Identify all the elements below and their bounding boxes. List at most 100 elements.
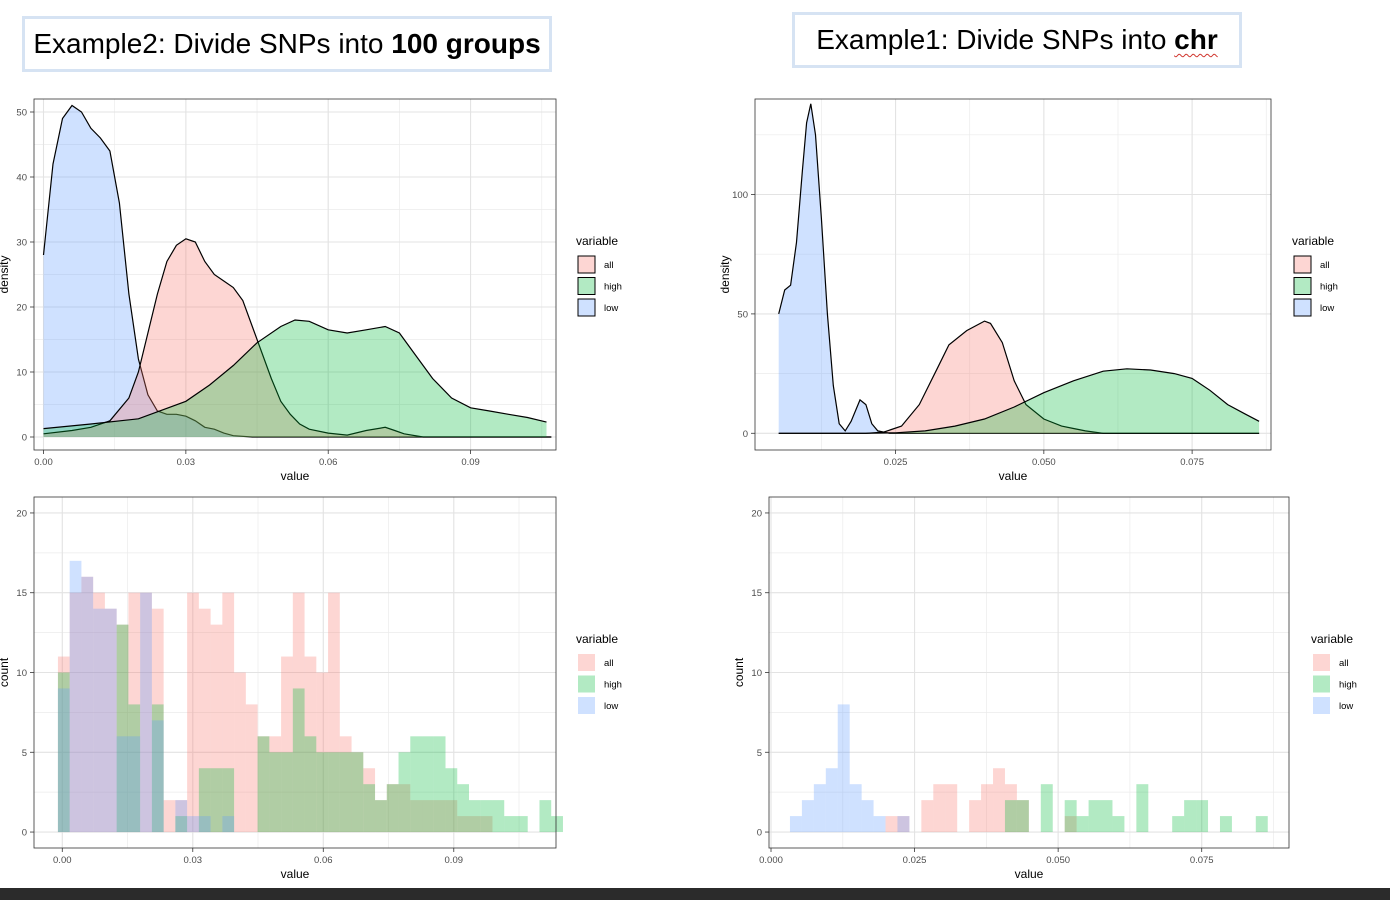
legend-key-low (1313, 697, 1330, 714)
x-tick-label: 0.075 (1180, 457, 1204, 468)
legend-label-all: all (604, 658, 614, 669)
histogram-bar-low (897, 816, 910, 833)
histogram-bar-high (504, 816, 516, 833)
histogram-bar-low (801, 800, 814, 833)
histogram-bar-all (969, 800, 982, 833)
legend-key-low (577, 298, 596, 317)
histogram-bar-high (422, 736, 434, 833)
histogram-bar-high (398, 752, 411, 833)
y-tick-label: 0 (757, 828, 762, 839)
title-example2-bold: 100 groups (391, 28, 541, 59)
title-example2-prefix: Example2: Divide SNPs into (33, 28, 384, 59)
histogram-bar-low (81, 576, 94, 833)
y-tick-label: 40 (16, 173, 27, 184)
legend-key-all (1293, 255, 1312, 274)
histogram-bar-high (281, 752, 293, 833)
density-area-low (43, 105, 552, 437)
histogram-bar-low (825, 768, 838, 833)
histogram-bar-all (410, 800, 423, 833)
histogram-bar-low (861, 800, 874, 833)
histogram-bar-all (292, 592, 305, 833)
histogram-bar-all (375, 800, 387, 833)
histogram-bar-all (386, 784, 399, 833)
legend-key-high (577, 277, 596, 295)
legend-key-bg (1312, 674, 1331, 694)
legend-label-high: high (1320, 282, 1338, 293)
x-tick-label: 0.050 (1032, 457, 1056, 468)
density-area-all (43, 238, 552, 437)
histogram-bar-all (981, 784, 994, 833)
histogram-bar-all (281, 656, 293, 833)
histogram-bar-low (837, 704, 850, 833)
bottom-taskbar-strip (0, 888, 1390, 900)
histogram-bar-all (198, 608, 211, 833)
density-line-low (42, 104, 552, 438)
legend-title: variable (1311, 632, 1353, 646)
x-tick-label: 0.03 (184, 855, 203, 866)
histogram-bar-all (81, 576, 94, 833)
legend-key-high (1293, 277, 1312, 295)
histogram-bar-all (140, 592, 152, 833)
legend-key-all (577, 255, 596, 274)
x-tick-label: 0.06 (319, 457, 338, 468)
histogram-bar-all (104, 608, 117, 833)
histogram-bar-high (551, 816, 563, 833)
y-tick-label: 15 (16, 588, 27, 599)
x-tick-label: 0.075 (1190, 855, 1214, 866)
density-line-low (778, 103, 1260, 434)
histogram-bar-high (1184, 800, 1197, 833)
histogram-bar-all (1016, 800, 1029, 833)
y-tick-label: 0 (22, 433, 27, 444)
histogram-bar-all (422, 800, 434, 833)
y-axis-title: count (732, 657, 746, 687)
histogram-bar-high (1136, 784, 1149, 833)
histogram-bar-high (198, 768, 211, 833)
histogram-bar-high (1088, 800, 1101, 833)
title-example1-bold: chr (1174, 24, 1218, 55)
legend-key-bg (1312, 653, 1331, 672)
histogram-bar-all (69, 592, 82, 833)
x-tick-label: 0.09 (445, 855, 464, 866)
histogram-bar-all (304, 656, 317, 833)
y-axis-title: density (718, 255, 732, 293)
histogram-bar-low (104, 608, 117, 833)
histogram-bar-low (222, 816, 235, 833)
density-line-all (43, 238, 552, 438)
legend-key-low (1293, 298, 1312, 317)
histogram-bar-all (163, 800, 176, 833)
histogram-bar-all (257, 736, 270, 833)
histogram-bar-low (873, 816, 886, 833)
legend-title: variable (576, 234, 618, 248)
histogram-bar-all (363, 768, 376, 833)
histogram-bar-low (151, 720, 164, 833)
histogram-bar-high (539, 800, 552, 833)
legend-key-all (578, 654, 595, 671)
chart-density-100groups: 0.00 0.03 0.06 0.09 0 10 20 30 40 50 value density v… (0, 98, 622, 483)
y-tick-label: 10 (16, 368, 27, 379)
legend-key-bg (1312, 696, 1331, 715)
histogram-bar-all (445, 800, 458, 833)
histogram-bar-all (269, 736, 282, 833)
histogram-bar-low (198, 816, 211, 833)
histogram-bar-high (1076, 816, 1089, 833)
histogram-bar-high (1219, 816, 1232, 833)
panel-border (754, 98, 1272, 451)
histogram-bar-low (57, 688, 70, 833)
histogram-bar-all (116, 624, 129, 833)
chart-histogram-chr: 0.000 0.025 0.050 0.075 0 5 10 15 20 value count va… (732, 496, 1357, 881)
chart-density-chr: 0.025 0.050 0.075 0 50 100 value density variabl… (718, 98, 1338, 483)
title-example1-prefix: Example1: Divide SNPs into (816, 24, 1167, 55)
y-tick-label: 20 (16, 303, 27, 314)
legend-key-bg (577, 276, 596, 296)
histogram-bar-high (128, 704, 141, 833)
histogram-bar-all (398, 784, 411, 833)
histogram-bar-all (93, 592, 105, 833)
histogram-bar-high (492, 800, 505, 833)
histogram-bar-high (1016, 800, 1029, 833)
legend-key-bg (1293, 255, 1312, 274)
histogram-bar-high (375, 800, 387, 833)
histogram-bar-high (339, 752, 352, 833)
legend-title: variable (576, 632, 618, 646)
legend-key-bg (577, 298, 596, 317)
y-tick-label: 20 (16, 508, 27, 519)
